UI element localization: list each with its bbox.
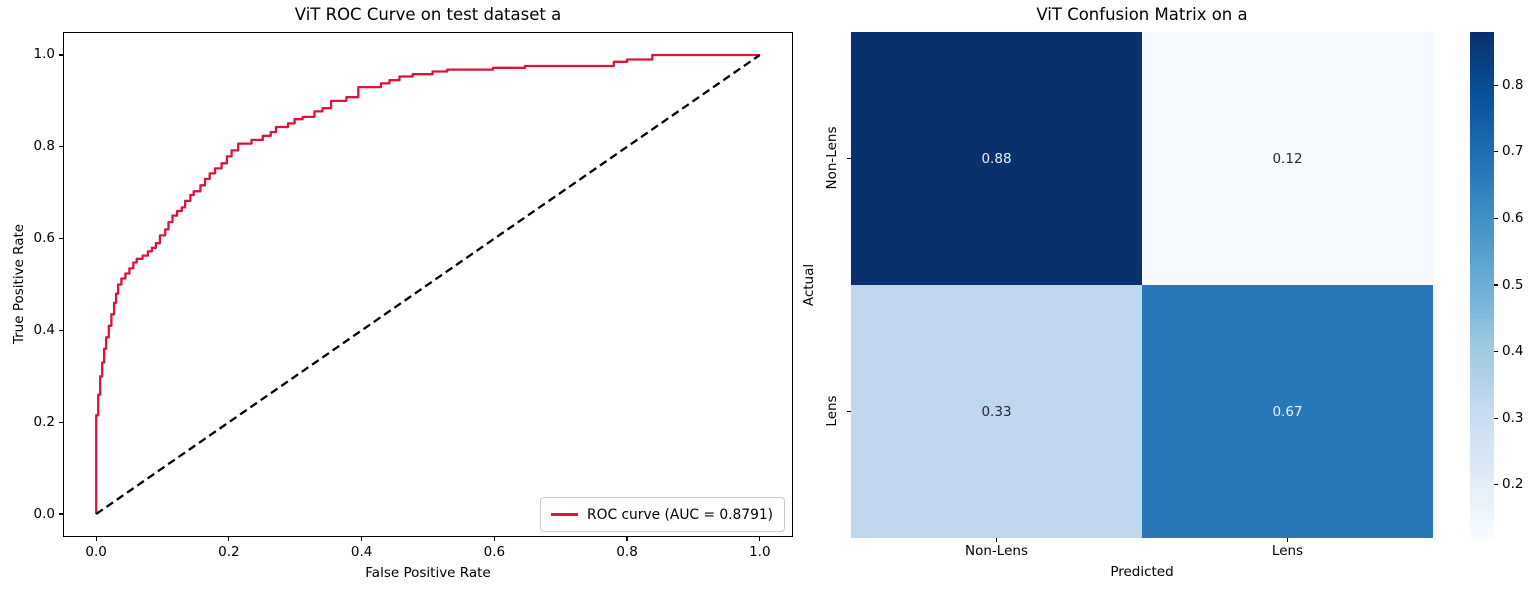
cm-cell-value: 0.12 (1272, 150, 1303, 167)
colorbar-tick-label: 0.7 (1502, 143, 1524, 160)
colorbar-tick-label: 0.6 (1502, 209, 1524, 226)
roc-x-tick-label: 0.8 (616, 544, 638, 560)
roc-xlabel: False Positive Rate (365, 565, 491, 581)
roc-x-tick-mark (759, 537, 761, 541)
roc-legend: ROC curve (AUC = 0.8791) (540, 497, 785, 532)
roc-x-tick-label: 0.6 (483, 544, 506, 560)
roc-legend-line-swatch (551, 512, 578, 517)
roc-y-tick-mark (59, 54, 63, 56)
colorbar-tick-mark (1494, 350, 1498, 353)
roc-y-tick-mark (59, 237, 63, 240)
roc-y-tick-label: 0.2 (33, 413, 55, 430)
roc-y-tick-label: 0.0 (33, 505, 55, 522)
cm-xlabel: Predicted (1110, 564, 1174, 580)
cm-cell-value: 0.33 (981, 403, 1012, 420)
cm-y-tick-label: Lens (824, 395, 840, 427)
roc-legend-label: ROC curve (AUC = 0.8791) (587, 506, 774, 523)
colorbar-tick-mark (1494, 417, 1498, 419)
cm-y-tick-mark (847, 157, 851, 160)
cm-x-tick-mark (995, 538, 998, 542)
cm-cell-nonlens-nonlens: 0.88 (851, 32, 1142, 285)
roc-y-tick-label: 1.0 (33, 46, 55, 63)
roc-x-tick-label: 0.0 (85, 544, 107, 560)
colorbar-tick-label: 0.8 (1502, 76, 1524, 93)
colorbar-tick-label: 0.4 (1502, 343, 1524, 360)
roc-x-tick-mark (95, 537, 97, 541)
roc-x-tick-mark (361, 537, 363, 541)
roc-x-tick-mark (626, 537, 628, 541)
roc-axes-box (63, 32, 793, 537)
cm-x-tick-label: Lens (1271, 543, 1304, 559)
roc-y-tick-mark (59, 146, 63, 148)
colorbar-tick-label: 0.3 (1502, 409, 1524, 426)
roc-x-tick-mark (228, 537, 230, 541)
roc-y-tick-mark (59, 421, 63, 423)
cm-y-tick-mark (847, 410, 851, 413)
cm-cell-nonlens-lens: 0.12 (1142, 32, 1433, 285)
colorbar-tick-mark (1494, 151, 1498, 153)
roc-x-tick-label: 0.2 (218, 544, 240, 560)
colorbar-tick-mark (1494, 284, 1498, 286)
colorbar-tick-mark (1494, 217, 1498, 219)
roc-x-tick-mark (493, 537, 495, 541)
cm-y-tick-label: Non-Lens (824, 126, 840, 190)
roc-x-tick-label: 0.4 (350, 544, 373, 560)
cm-cell-lens-lens: 0.67 (1142, 285, 1433, 538)
roc-title: ViT ROC Curve on test dataset a (294, 5, 562, 24)
roc-y-tick-label: 0.6 (33, 230, 55, 247)
roc-y-tick-label: 0.4 (33, 321, 55, 338)
colorbar-tick-label: 0.5 (1502, 276, 1524, 293)
roc-y-tick-mark (59, 329, 63, 331)
cm-x-tick-label: Non-Lens (965, 543, 1028, 559)
roc-ylabel: True Positive Rate (11, 223, 27, 345)
cm-cell-value: 0.88 (981, 150, 1012, 167)
colorbar-gradient (1470, 32, 1494, 538)
roc-y-tick-mark (59, 513, 63, 515)
cm-cell-lens-nonlens: 0.33 (851, 285, 1142, 538)
colorbar-tick-mark (1494, 484, 1498, 486)
cm-cell-value: 0.67 (1272, 403, 1303, 420)
confusion-matrix-title: ViT Confusion Matrix on a (1036, 5, 1248, 24)
cm-x-tick-mark (1286, 538, 1289, 542)
cm-ylabel: Actual (801, 263, 817, 307)
roc-x-tick-label: 1.0 (749, 544, 771, 560)
colorbar-tick-label: 0.2 (1502, 476, 1524, 493)
colorbar-tick-mark (1494, 84, 1498, 86)
roc-y-tick-label: 0.8 (33, 138, 55, 155)
